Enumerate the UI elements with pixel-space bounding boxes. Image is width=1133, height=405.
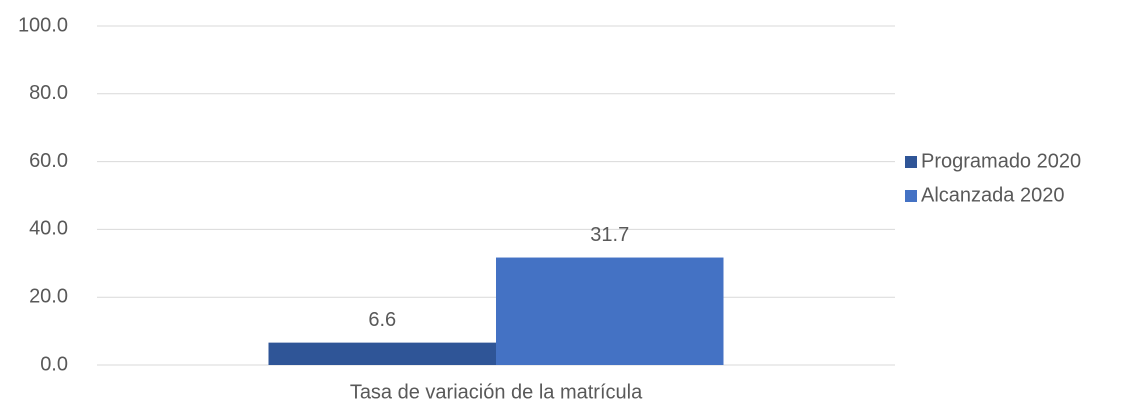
data-label: 6.6 [368, 309, 396, 331]
bar [268, 342, 496, 365]
legend-swatch [905, 190, 917, 202]
x-tick-label: Tasa de variación de la matrícula [350, 381, 643, 403]
y-tick-label: 0.0 [40, 353, 68, 375]
legend-label: Programado 2020 [921, 150, 1081, 172]
y-tick-label: 60.0 [29, 150, 68, 172]
y-tick-label: 40.0 [29, 218, 68, 240]
legend-swatch [905, 156, 917, 168]
y-tick-label: 20.0 [29, 285, 68, 307]
y-tick-label: 80.0 [29, 82, 68, 104]
data-label: 31.7 [590, 224, 629, 246]
legend-label: Alcanzada 2020 [921, 184, 1064, 206]
y-tick-label: 100.0 [18, 14, 68, 36]
bar [496, 257, 724, 365]
